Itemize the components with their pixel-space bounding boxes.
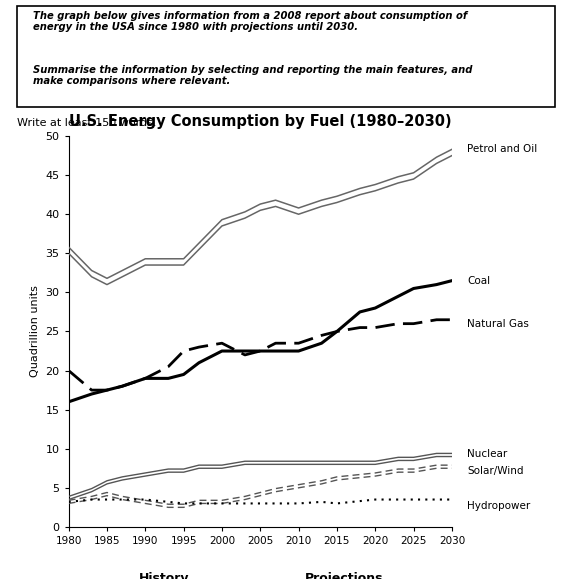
Y-axis label: Quadrillion units: Quadrillion units — [30, 285, 40, 378]
Title: U.S. Energy Consumption by Fuel (1980–2030): U.S. Energy Consumption by Fuel (1980–20… — [69, 114, 451, 129]
Text: Natural Gas: Natural Gas — [467, 318, 529, 329]
Text: History: History — [139, 572, 190, 579]
Text: Solar/Wind: Solar/Wind — [467, 466, 524, 475]
Text: Hydropower: Hydropower — [467, 501, 530, 511]
Text: Summarise the information by selecting and reporting the main features, and
make: Summarise the information by selecting a… — [33, 65, 472, 86]
Text: Projections: Projections — [305, 572, 384, 579]
FancyBboxPatch shape — [17, 6, 555, 107]
Text: Petrol and Oil: Petrol and Oil — [467, 144, 538, 155]
Text: Write at least 150 words.: Write at least 150 words. — [17, 118, 157, 127]
Text: Nuclear: Nuclear — [467, 449, 507, 459]
Text: The graph below gives information from a 2008 report about consumption of
energy: The graph below gives information from a… — [33, 11, 467, 32]
Text: Coal: Coal — [467, 276, 490, 285]
